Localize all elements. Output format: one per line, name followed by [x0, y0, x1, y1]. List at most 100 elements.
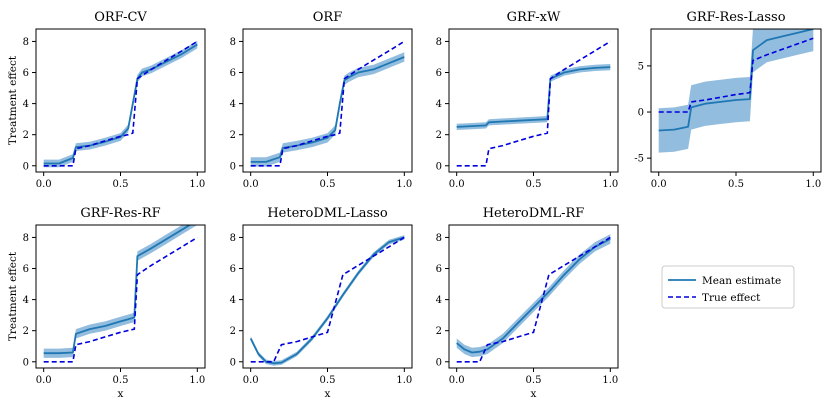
x-tick-label: 1.0 — [396, 375, 412, 386]
legend-true-label: True effect — [702, 292, 761, 304]
y-tick-label: 4 — [230, 99, 236, 110]
panel-grf-res-rf: 0.0 0.5 1.0 0 2 4 6 8 GRF-Res-RF x Treatment effec… — [7, 206, 206, 400]
y-tick-label: 8 — [23, 233, 29, 244]
mean-line-grf-res-lasso — [658, 29, 814, 132]
panel-orf-cv: 0.0 0.5 1.0 0 2 4 6 8 ORF-CV Treatment effect — [7, 10, 206, 190]
y-tick-label: 0 — [436, 161, 442, 172]
true-line-orf — [250, 40, 405, 167]
y-tick-label: 2 — [436, 130, 442, 141]
axes-frame-orf-cv — [35, 28, 206, 173]
x-tick-label: 0.0 — [243, 375, 259, 386]
y-tick-label: 2 — [230, 130, 236, 141]
x-tick-label: 1.0 — [602, 375, 618, 386]
y-tick-label: 6 — [436, 68, 442, 79]
legend: Mean estimate True effect — [661, 265, 795, 309]
true-line-grf-xw — [456, 40, 611, 167]
y-tick-label: 0 — [23, 161, 29, 172]
x-tick-label: 1.0 — [805, 179, 821, 190]
y-tick-label: 5 — [638, 61, 644, 72]
plot-area-heterodml-lasso — [249, 235, 405, 366]
y-tick-label: 4 — [436, 99, 442, 110]
plot-area-grf-res-lasso — [658, 29, 814, 153]
y-tick-label: 2 — [230, 326, 236, 337]
x-tick-label: 0.0 — [449, 375, 465, 386]
mean-line-grf-xw — [456, 66, 611, 128]
y-axis-label: Treatment effect — [7, 251, 19, 341]
y-tick-label: 2 — [436, 326, 442, 337]
panel-grf-res-lasso: 0.0 0.5 1.0 -5 0 5 GRF-Res-Lasso — [634, 10, 822, 190]
panel-title: ORF-CV — [94, 10, 147, 25]
mean-line-heterodml-rf — [456, 238, 611, 354]
plot-area-orf-cv — [43, 40, 198, 168]
legend-mean-label: Mean estimate — [702, 275, 781, 287]
band-heterodml-lasso — [250, 235, 405, 366]
y-tick-label: 8 — [436, 37, 442, 48]
y-axis-label: Treatment effect — [7, 55, 19, 145]
axes-frame-heterodml-lasso — [242, 224, 413, 369]
mean-line-orf-cv — [43, 43, 198, 165]
panel-heterodml-rf: 0.0 0.5 1.0 0 2 4 6 8 HeteroDML-RF x — [436, 206, 619, 400]
y-tick-label: 0 — [638, 108, 644, 119]
y-tick-label: 8 — [230, 37, 236, 48]
plot-area-heterodml-rf — [456, 234, 611, 363]
true-line-heterodml-lasso — [250, 236, 405, 363]
true-line-orf-cv — [43, 40, 198, 167]
x-tick-label: 0.0 — [449, 179, 465, 190]
y-tick-label: 0 — [23, 357, 29, 368]
y-tick-label: 2 — [23, 326, 29, 337]
band-grf-res-rf — [43, 225, 198, 358]
x-axis-label: x — [531, 388, 537, 400]
y-tick-label: 4 — [23, 99, 29, 110]
mean-line-orf — [250, 56, 405, 163]
x-axis-label: x — [118, 388, 124, 400]
y-tick-label: 4 — [23, 295, 29, 306]
x-tick-label: 1.0 — [396, 179, 412, 190]
x-tick-label: 0.5 — [728, 179, 744, 190]
y-tick-label: 0 — [230, 357, 236, 368]
plot-area-orf — [250, 40, 405, 167]
plot-area-grf-xw — [456, 40, 611, 167]
panel-title: GRF-Res-RF — [80, 206, 160, 221]
y-tick-label: 8 — [230, 233, 236, 244]
y-tick-label: 6 — [230, 264, 236, 275]
y-tick-label: 4 — [230, 295, 236, 306]
x-tick-label: 1.0 — [602, 179, 618, 190]
band-grf-res-lasso — [658, 29, 814, 153]
y-tick-label: 2 — [23, 130, 29, 141]
band-orf-cv — [43, 40, 198, 168]
x-tick-label: 0.0 — [651, 179, 667, 190]
y-tick-label: 6 — [436, 264, 442, 275]
true-line-heterodml-rf — [456, 236, 611, 363]
x-tick-label: 0.5 — [320, 179, 336, 190]
band-grf-xw — [456, 64, 611, 130]
y-tick-label: 8 — [23, 37, 29, 48]
x-tick-label: 0.5 — [526, 179, 542, 190]
y-tick-label: 6 — [230, 68, 236, 79]
x-tick-label: 1.0 — [189, 375, 205, 386]
y-tick-label: -5 — [634, 154, 644, 165]
panel-orf: 0.0 0.5 1.0 0 2 4 6 8 ORF — [230, 10, 413, 190]
panel-title: GRF-xW — [507, 10, 561, 25]
panel-title: HeteroDML-RF — [483, 206, 585, 221]
x-tick-label: 0.5 — [113, 179, 129, 190]
panel-title: HeteroDML-Lasso — [267, 206, 387, 221]
band-heterodml-rf — [456, 234, 611, 358]
panel-title: ORF — [313, 10, 342, 25]
panel-title: GRF-Res-Lasso — [686, 10, 785, 25]
axes-frame-grf-xw — [448, 28, 619, 173]
y-tick-label: 8 — [436, 233, 442, 244]
x-tick-label: 0.5 — [526, 375, 542, 386]
panel-grf-xw: 0.0 0.5 1.0 0 2 4 6 8 GRF-xW — [436, 10, 619, 190]
y-tick-label: 6 — [23, 264, 29, 275]
x-tick-label: 1.0 — [189, 179, 205, 190]
y-tick-label: 6 — [23, 68, 29, 79]
true-line-grf-res-rf — [43, 236, 198, 363]
x-axis-label: x — [325, 388, 331, 400]
mean-line-heterodml-lasso — [249, 236, 405, 365]
x-tick-label: 0.0 — [36, 375, 52, 386]
axes-frame-grf-res-rf — [35, 224, 206, 369]
y-tick-label: 0 — [436, 357, 442, 368]
band-orf — [250, 52, 405, 167]
x-tick-label: 0.5 — [113, 375, 129, 386]
x-tick-label: 0.0 — [36, 179, 52, 190]
